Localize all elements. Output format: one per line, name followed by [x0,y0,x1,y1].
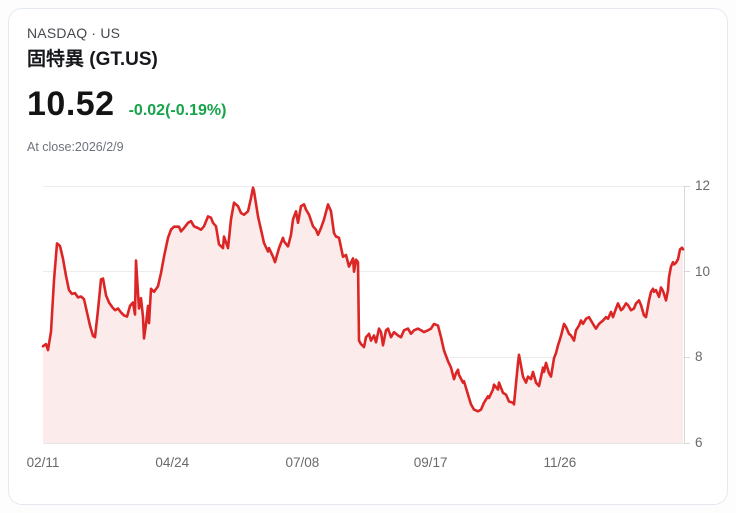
close-date: At close:2026/2/9 [27,140,124,154]
gridline [43,185,684,187]
gridline [43,271,684,273]
y-axis-tick [684,356,690,358]
price-value: 10.52 [27,85,115,123]
price-line [41,186,685,413]
y-axis-tick [684,271,690,273]
price-chart: 12 10 8 6 02/11 04/24 07/08 09/17 11/26 [27,178,710,470]
x-axis-label: 04/24 [155,455,190,470]
stock-title: 固特異 (GT.US) [27,49,158,70]
x-axis-label: 02/11 [26,455,60,470]
y-axis-label: 8 [695,349,703,365]
y-axis-tick [684,185,690,187]
x-axis-label: 11/26 [543,455,577,470]
price-change: -0.02(-0.19%) [128,102,227,119]
x-axis-label: 09/17 [413,455,448,470]
stock-quote-card: NASDAQ · US 固特異 (GT.US) 10.52 -0.02(-0.1… [8,8,728,505]
x-axis-label: 07/08 [285,455,320,470]
y-axis-label: 10 [695,263,711,279]
y-axis-tick [684,442,690,444]
y-axis-line [684,186,685,444]
exchange-label: NASDAQ · US [27,25,121,41]
price-row: 10.52 -0.02(-0.19%) [27,85,226,124]
price-area-fill [43,187,683,443]
price-line-svg [41,186,685,443]
y-axis-label: 12 [695,178,711,193]
y-axis-label: 6 [695,435,703,450]
